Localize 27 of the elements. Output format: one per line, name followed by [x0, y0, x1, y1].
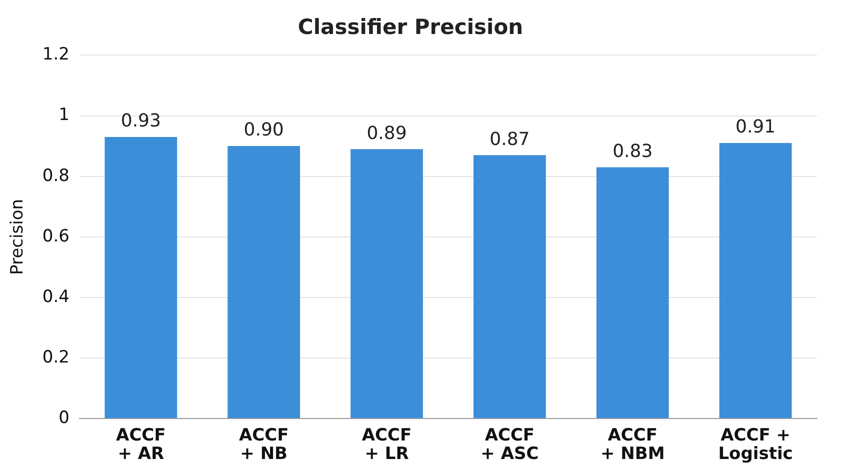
bar [473, 155, 546, 418]
chart-title: Classifier Precision [298, 15, 524, 40]
y-tick-label: 1.2 [42, 44, 70, 65]
data-label: 0.93 [120, 110, 161, 132]
bar [350, 149, 423, 418]
y-tick-label: 0.4 [42, 286, 70, 307]
x-tick-label: ACCF + NB [238, 425, 289, 464]
y-tick-label: 0.6 [42, 226, 70, 246]
data-label: 0.90 [244, 120, 284, 141]
y-tick-label: 1 [58, 105, 70, 126]
data-label: 0.91 [735, 116, 776, 138]
bar [596, 167, 669, 418]
y-tick-label: 0.2 [42, 347, 70, 368]
y-tick-label: 0 [58, 408, 70, 428]
y-axis-title: Precision [8, 198, 28, 275]
x-tick-label: ACCF + NBM [600, 425, 665, 464]
bar [104, 136, 178, 418]
data-label: 0.89 [366, 122, 407, 144]
y-tick-label: 0.8 [42, 166, 70, 186]
bar [719, 143, 792, 418]
x-tick-label: ACCF + LR [362, 425, 412, 464]
x-tick-label: ACCF + Logistic [718, 425, 793, 464]
data-label: 0.87 [490, 128, 530, 150]
x-tick-label: ACCF + AR [116, 425, 166, 464]
x-tick-label: ACCF + ASC [480, 425, 539, 464]
data-label: 0.83 [612, 140, 653, 162]
bar [228, 146, 300, 418]
